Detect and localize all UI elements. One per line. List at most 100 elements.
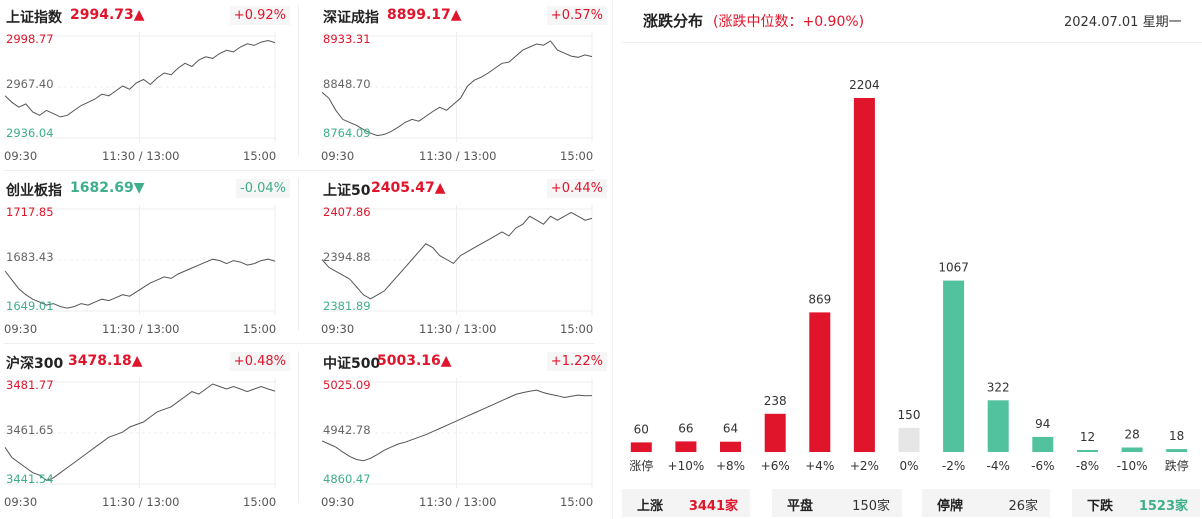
index-price-line: [321, 389, 593, 462]
distribution-bar: [720, 441, 741, 452]
bar-category-label: 跌停: [1165, 458, 1189, 473]
intraday-chart: [4, 205, 276, 315]
summary-value: 26家: [1008, 499, 1038, 514]
distribution-bar: [943, 280, 965, 452]
intraday-chart: [321, 205, 593, 315]
axis-high-label: 2407.86: [323, 205, 371, 219]
divider: [622, 42, 1202, 43]
index-value: 2405.47▲: [371, 180, 446, 196]
down-arrow-icon: ▼: [133, 180, 145, 196]
distribution-title: 涨跌分布: [643, 12, 704, 30]
index-header: 深证成指 8899.17▲ +0.57%: [321, 6, 607, 28]
index-name: 深证成指: [323, 10, 379, 26]
index-change-badge: +0.44%: [546, 179, 607, 198]
index-name: 上证指数: [6, 10, 62, 26]
time-close-label: 15:00: [560, 495, 594, 509]
index-change-badge: +0.57%: [546, 6, 607, 25]
summary-key: 上涨: [637, 499, 664, 514]
distribution-bar: [1077, 450, 1098, 452]
up-arrow-icon: ▲: [131, 353, 143, 369]
index-card[interactable]: 上证50 2405.47▲ +0.44% 2407.86 2394.88 238…: [317, 173, 607, 341]
time-mid-label: 11:30 / 13:00: [419, 149, 497, 163]
bar-category-label: +8%: [716, 459, 745, 473]
time-close-label: 15:00: [243, 322, 277, 336]
index-price-line: [4, 258, 276, 309]
bar-category-label: 涨停: [629, 458, 653, 473]
index-value: 8899.17▲: [387, 7, 462, 23]
time-open-label: 09:30: [4, 149, 38, 163]
up-arrow-icon: ▲: [133, 7, 145, 23]
index-header: 沪深300 3478.18▲ +0.48%: [4, 352, 290, 374]
bar-category-label: +6%: [761, 459, 790, 473]
bar-category-label: -2%: [942, 459, 965, 473]
index-header: 创业板指 1682.69▼ -0.04%: [4, 179, 290, 201]
summary-key: 下跌: [1087, 499, 1114, 514]
divider: [298, 351, 299, 503]
index-card[interactable]: 深证成指 8899.17▲ +0.57% 8933.31 8848.70 876…: [317, 0, 607, 168]
panel-separator: [612, 0, 613, 519]
bar-category-label: -6%: [1031, 459, 1054, 473]
bar-value-label: 2204: [849, 78, 880, 92]
index-value: 3478.18▲: [68, 353, 143, 369]
index-name: 上证50: [323, 183, 371, 199]
axis-low-label: 4860.47: [323, 472, 371, 486]
divider: [4, 170, 594, 171]
index-value: 2994.73▲: [70, 7, 145, 23]
bar-value-label: 64: [723, 422, 738, 436]
index-header: 上证50 2405.47▲ +0.44%: [321, 179, 607, 201]
bar-category-label: -10%: [1117, 459, 1148, 473]
time-open-label: 09:30: [4, 322, 38, 336]
axis-high-label: 1717.85: [6, 205, 54, 219]
axis-high-label: 2998.77: [6, 32, 54, 46]
index-price-line: [321, 211, 593, 300]
axis-mid-label: 2394.88: [323, 250, 371, 264]
up-arrow-icon: ▲: [450, 7, 462, 23]
distribution-bar: [630, 442, 652, 452]
distribution-bar: [1032, 436, 1054, 452]
index-card[interactable]: 上证指数 2994.73▲ +0.92% 2998.77 2967.40 293…: [0, 0, 290, 168]
index-change-badge: -0.04%: [236, 179, 290, 198]
summary-value: 150家: [852, 499, 890, 514]
index-value: 1682.69▼: [70, 180, 145, 196]
axis-high-label: 3481.77: [6, 378, 54, 392]
bar-value-label: 18: [1169, 429, 1184, 443]
bar-value-label: 869: [808, 292, 831, 306]
intraday-chart: [4, 32, 276, 142]
intraday-chart: [4, 378, 276, 488]
index-name: 创业板指: [6, 183, 62, 199]
index-card[interactable]: 沪深300 3478.18▲ +0.48% 3481.77 3461.65 34…: [0, 346, 290, 514]
summary-item: 平盘 150家: [772, 489, 902, 517]
bar-category-label: +10%: [668, 459, 705, 473]
bar-category-label: +2%: [850, 459, 879, 473]
divider: [298, 5, 299, 157]
bar-value-label: 60: [634, 422, 649, 436]
axis-mid-label: 4942.78: [323, 423, 371, 437]
bar-category-label: +4%: [805, 459, 834, 473]
up-arrow-icon: ▲: [434, 180, 446, 196]
distribution-bar: [1166, 449, 1188, 452]
time-mid-label: 11:30 / 13:00: [419, 322, 497, 336]
index-card[interactable]: 中证500 5003.16▲ +1.22% 5025.09 4942.78 48…: [317, 346, 607, 514]
summary-value: 3441家: [688, 499, 738, 514]
bar-value-label: 322: [987, 380, 1010, 394]
distribution-median: (涨跌中位数：+0.90%): [713, 14, 865, 30]
summary-item: 上涨 3441家: [622, 489, 750, 517]
index-change-badge: +0.48%: [229, 352, 290, 371]
intraday-chart: [321, 32, 593, 142]
distribution-date: 2024.07.01 星期一: [1064, 15, 1182, 30]
index-price-line: [321, 40, 593, 137]
bar-value-label: 94: [1035, 417, 1050, 431]
divider: [4, 343, 594, 344]
summary-key: 平盘: [787, 499, 814, 514]
time-open-label: 09:30: [321, 149, 355, 163]
time-mid-label: 11:30 / 13:00: [419, 495, 497, 509]
time-open-label: 09:30: [321, 495, 355, 509]
time-close-label: 15:00: [243, 495, 277, 509]
index-card[interactable]: 创业板指 1682.69▼ -0.04% 1717.85 1683.43 164…: [0, 173, 290, 341]
axis-low-label: 3441.54: [6, 472, 54, 486]
index-header: 中证500 5003.16▲ +1.22%: [321, 352, 607, 374]
axis-low-label: 8764.09: [323, 126, 371, 140]
index-change-badge: +0.92%: [229, 6, 290, 25]
index-change-badge: +1.22%: [546, 352, 607, 371]
